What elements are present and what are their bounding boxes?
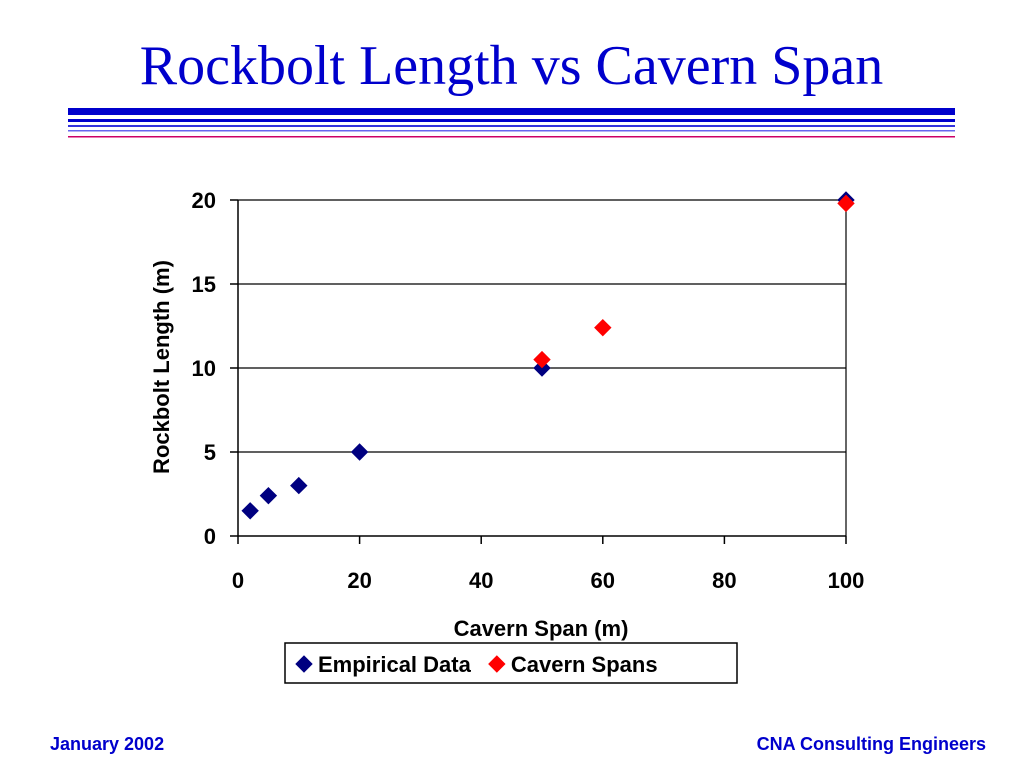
x-tick-label-1: 20 bbox=[347, 568, 371, 593]
legend-box bbox=[284, 642, 738, 684]
tick-labels: 0 5 10 15 20 0 20 40 60 80 100 bbox=[192, 188, 865, 593]
title-rule-line-1 bbox=[68, 119, 955, 122]
footer-date: January 2002 bbox=[50, 734, 165, 754]
legend-label-0: Empirical Data bbox=[318, 652, 472, 677]
slide-title: Rockbolt Length vs Cavern Span bbox=[139, 35, 884, 97]
data-points bbox=[241, 191, 855, 520]
footer-company: CNA Consulting Engineers bbox=[756, 734, 986, 754]
legend-label-1: Cavern Spans bbox=[511, 652, 658, 677]
axes bbox=[230, 199, 847, 544]
title-rule-line-2 bbox=[68, 125, 955, 127]
y-tick-label-3: 15 bbox=[192, 272, 216, 297]
title-rule-line-3 bbox=[68, 130, 955, 132]
x-tick-label-5: 100 bbox=[828, 568, 865, 593]
point-series-0-1 bbox=[259, 486, 278, 505]
x-tick-label-0: 0 bbox=[232, 568, 244, 593]
legend: Empirical Data Cavern Spans bbox=[284, 642, 738, 684]
point-series-1-1 bbox=[594, 318, 612, 337]
point-series-0-3 bbox=[350, 443, 369, 461]
x-tick-label-4: 80 bbox=[712, 568, 736, 593]
point-series-0-0 bbox=[241, 502, 259, 520]
y-tick-label-2: 10 bbox=[192, 356, 216, 381]
title-rule-accent bbox=[68, 136, 955, 138]
title-rule-thick bbox=[68, 108, 955, 115]
legend-marker-0 bbox=[295, 655, 313, 673]
title-rule bbox=[68, 108, 955, 138]
point-series-1-0 bbox=[533, 350, 551, 369]
legend-marker-1 bbox=[488, 655, 506, 673]
y-tick-label-0: 0 bbox=[204, 524, 216, 549]
y-tick-label-1: 5 bbox=[204, 440, 216, 465]
x-axis-title: Cavern Span (m) bbox=[454, 616, 629, 641]
point-series-0-2 bbox=[290, 476, 308, 495]
x-tick-label-2: 40 bbox=[469, 568, 493, 593]
y-axis-title: Rockbolt Length (m) bbox=[149, 260, 174, 474]
x-tick-label-3: 60 bbox=[591, 568, 615, 593]
scatter-chart: 0 5 10 15 20 0 20 40 60 80 100 Cavern Span (m) Roc… bbox=[149, 188, 865, 684]
point-series-1-2 bbox=[837, 194, 855, 213]
y-tick-label-4: 20 bbox=[192, 188, 216, 213]
